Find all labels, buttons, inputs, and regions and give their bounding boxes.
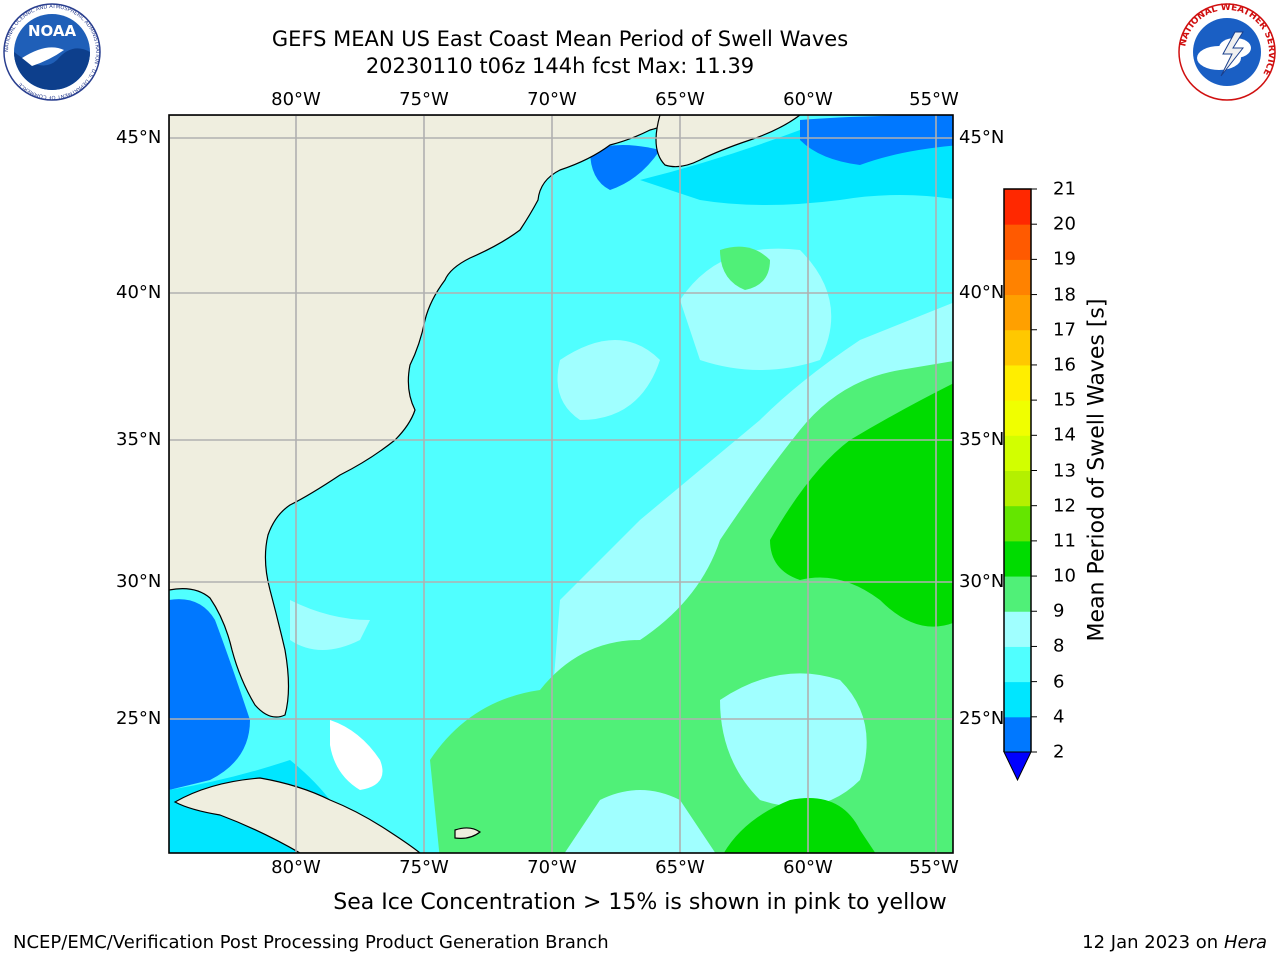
map-frame [168,114,954,854]
lat-label-right: 30°N [959,571,1005,592]
colorbar-tick-label: 19 [1053,248,1076,270]
period-2-4-scotian [800,115,953,165]
colorbar-segment [1004,189,1031,225]
lon-label-top: 80°W [271,89,321,110]
graticule [169,115,953,853]
colorbar-tick-label: 8 [1053,635,1065,657]
colorbar-tick-label: 2 [1053,741,1065,763]
noaa-logo-icon: NOAA NATIONAL OCEANIC AND ATMOSPHERIC AD… [3,3,101,101]
colorbar-tick-label: 14 [1053,424,1076,446]
colorbar-tick-label: 20 [1053,213,1076,235]
colorbar [1003,188,1037,782]
period-8-9-gulfstream [557,340,660,420]
colorbar-tick-label: 15 [1053,389,1076,411]
lat-label-right: 35°N [959,429,1005,450]
period-10-11-south [723,798,876,853]
colorbar-segment [1004,470,1031,507]
period-8-9-north [680,248,832,370]
period-9-10-lightband [720,673,867,807]
footer-credit: NCEP/EMC/Verification Post Processing Pr… [13,932,609,953]
colorbar-segment [1004,646,1031,683]
sea-ice-note: Sea Ice Concentration > 15% is shown in … [333,890,947,915]
lat-label-left: 35°N [116,429,162,450]
lon-label-bottom: 70°W [527,857,577,878]
colorbar-segment [1004,329,1031,366]
period-2-4-gulf-of-mexico [169,599,250,790]
footer-date: 12 Jan 2023 on Hera [1082,932,1267,953]
chart-subtitle: 20230110 t06z 144h fcst Max: 11.39 [365,54,755,78]
lat-label-left: 40°N [116,282,162,303]
colorbar-segment [1004,681,1031,718]
lon-label-bottom: 65°W [655,857,705,878]
colorbar-segment [1004,400,1031,436]
lon-label-bottom: 75°W [399,857,449,878]
lat-label-left: 25°N [116,708,162,729]
footer-host: Hera [1223,932,1267,953]
colorbar-tick-label: 10 [1053,565,1076,587]
period-2-4-gulf-of-maine [590,145,660,190]
colorbar-tick-label: 9 [1053,600,1065,622]
colorbar-segment [1004,716,1031,753]
colorbar-segment [1004,540,1031,577]
colorbar-tick-label: 12 [1053,495,1076,517]
colorbar-segment [1004,576,1031,612]
lon-label-bottom: 55°W [909,857,959,878]
colorbar-segment [1004,611,1031,647]
land-hispaniola [454,827,482,839]
lat-label-left: 45°N [116,127,162,148]
land-nova-scotia [655,115,802,168]
lat-label-right: 45°N [959,127,1005,148]
lat-label-right: 25°N [959,708,1005,729]
colorbar-tick-label: 21 [1053,178,1076,200]
colorbar-segment [1004,364,1031,401]
colorbar-segment [1004,505,1031,542]
lon-label-top: 70°W [527,89,577,110]
land-cuba [173,777,421,853]
nws-logo-icon: NATIONAL WEATHER SERVICE [1178,3,1276,101]
colorbar-tick-label: 4 [1053,706,1065,728]
bahamas-shelf [330,720,383,790]
noaa-logo-text: NOAA [28,22,77,40]
colorbar-tick-label: 11 [1053,530,1076,552]
lon-label-bottom: 80°W [271,857,321,878]
lon-label-top: 75°W [399,89,449,110]
lat-label-left: 30°N [116,571,162,592]
colorbar-tick-label: 6 [1053,671,1065,693]
chart-title: GEFS MEAN US East Coast Mean Period of S… [271,27,849,51]
period-8-9-coast [290,600,370,650]
period-9-10-north-blob [720,246,770,290]
lon-label-top: 65°W [655,89,705,110]
colorbar-tick-label: 16 [1053,354,1076,376]
colorbar-segment [1004,294,1031,331]
lon-label-bottom: 60°W [783,857,833,878]
lon-label-top: 55°W [909,89,959,110]
period-10-11-region [770,383,953,627]
colorbar-tick-label: 13 [1053,460,1076,481]
lon-label-top: 60°W [783,89,833,110]
footer-date-text: 12 Jan 2023 on [1082,932,1224,953]
colorbar-under-arrow [1003,751,1032,782]
colorbar-segment [1004,435,1031,471]
colorbar-segment [1004,224,1031,260]
colorbar-tick-label: 18 [1053,284,1076,306]
colorbar-tick-label: 17 [1053,319,1076,341]
lat-label-right: 40°N [959,282,1005,303]
colorbar-segment [1004,259,1031,296]
